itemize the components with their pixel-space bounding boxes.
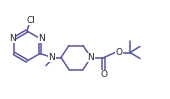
Text: N: N bbox=[9, 34, 15, 43]
Text: N: N bbox=[49, 53, 55, 62]
Text: O: O bbox=[100, 70, 107, 79]
Text: N: N bbox=[39, 34, 45, 43]
Text: O: O bbox=[115, 48, 123, 57]
Text: Cl: Cl bbox=[27, 16, 35, 24]
Text: N: N bbox=[88, 53, 94, 62]
